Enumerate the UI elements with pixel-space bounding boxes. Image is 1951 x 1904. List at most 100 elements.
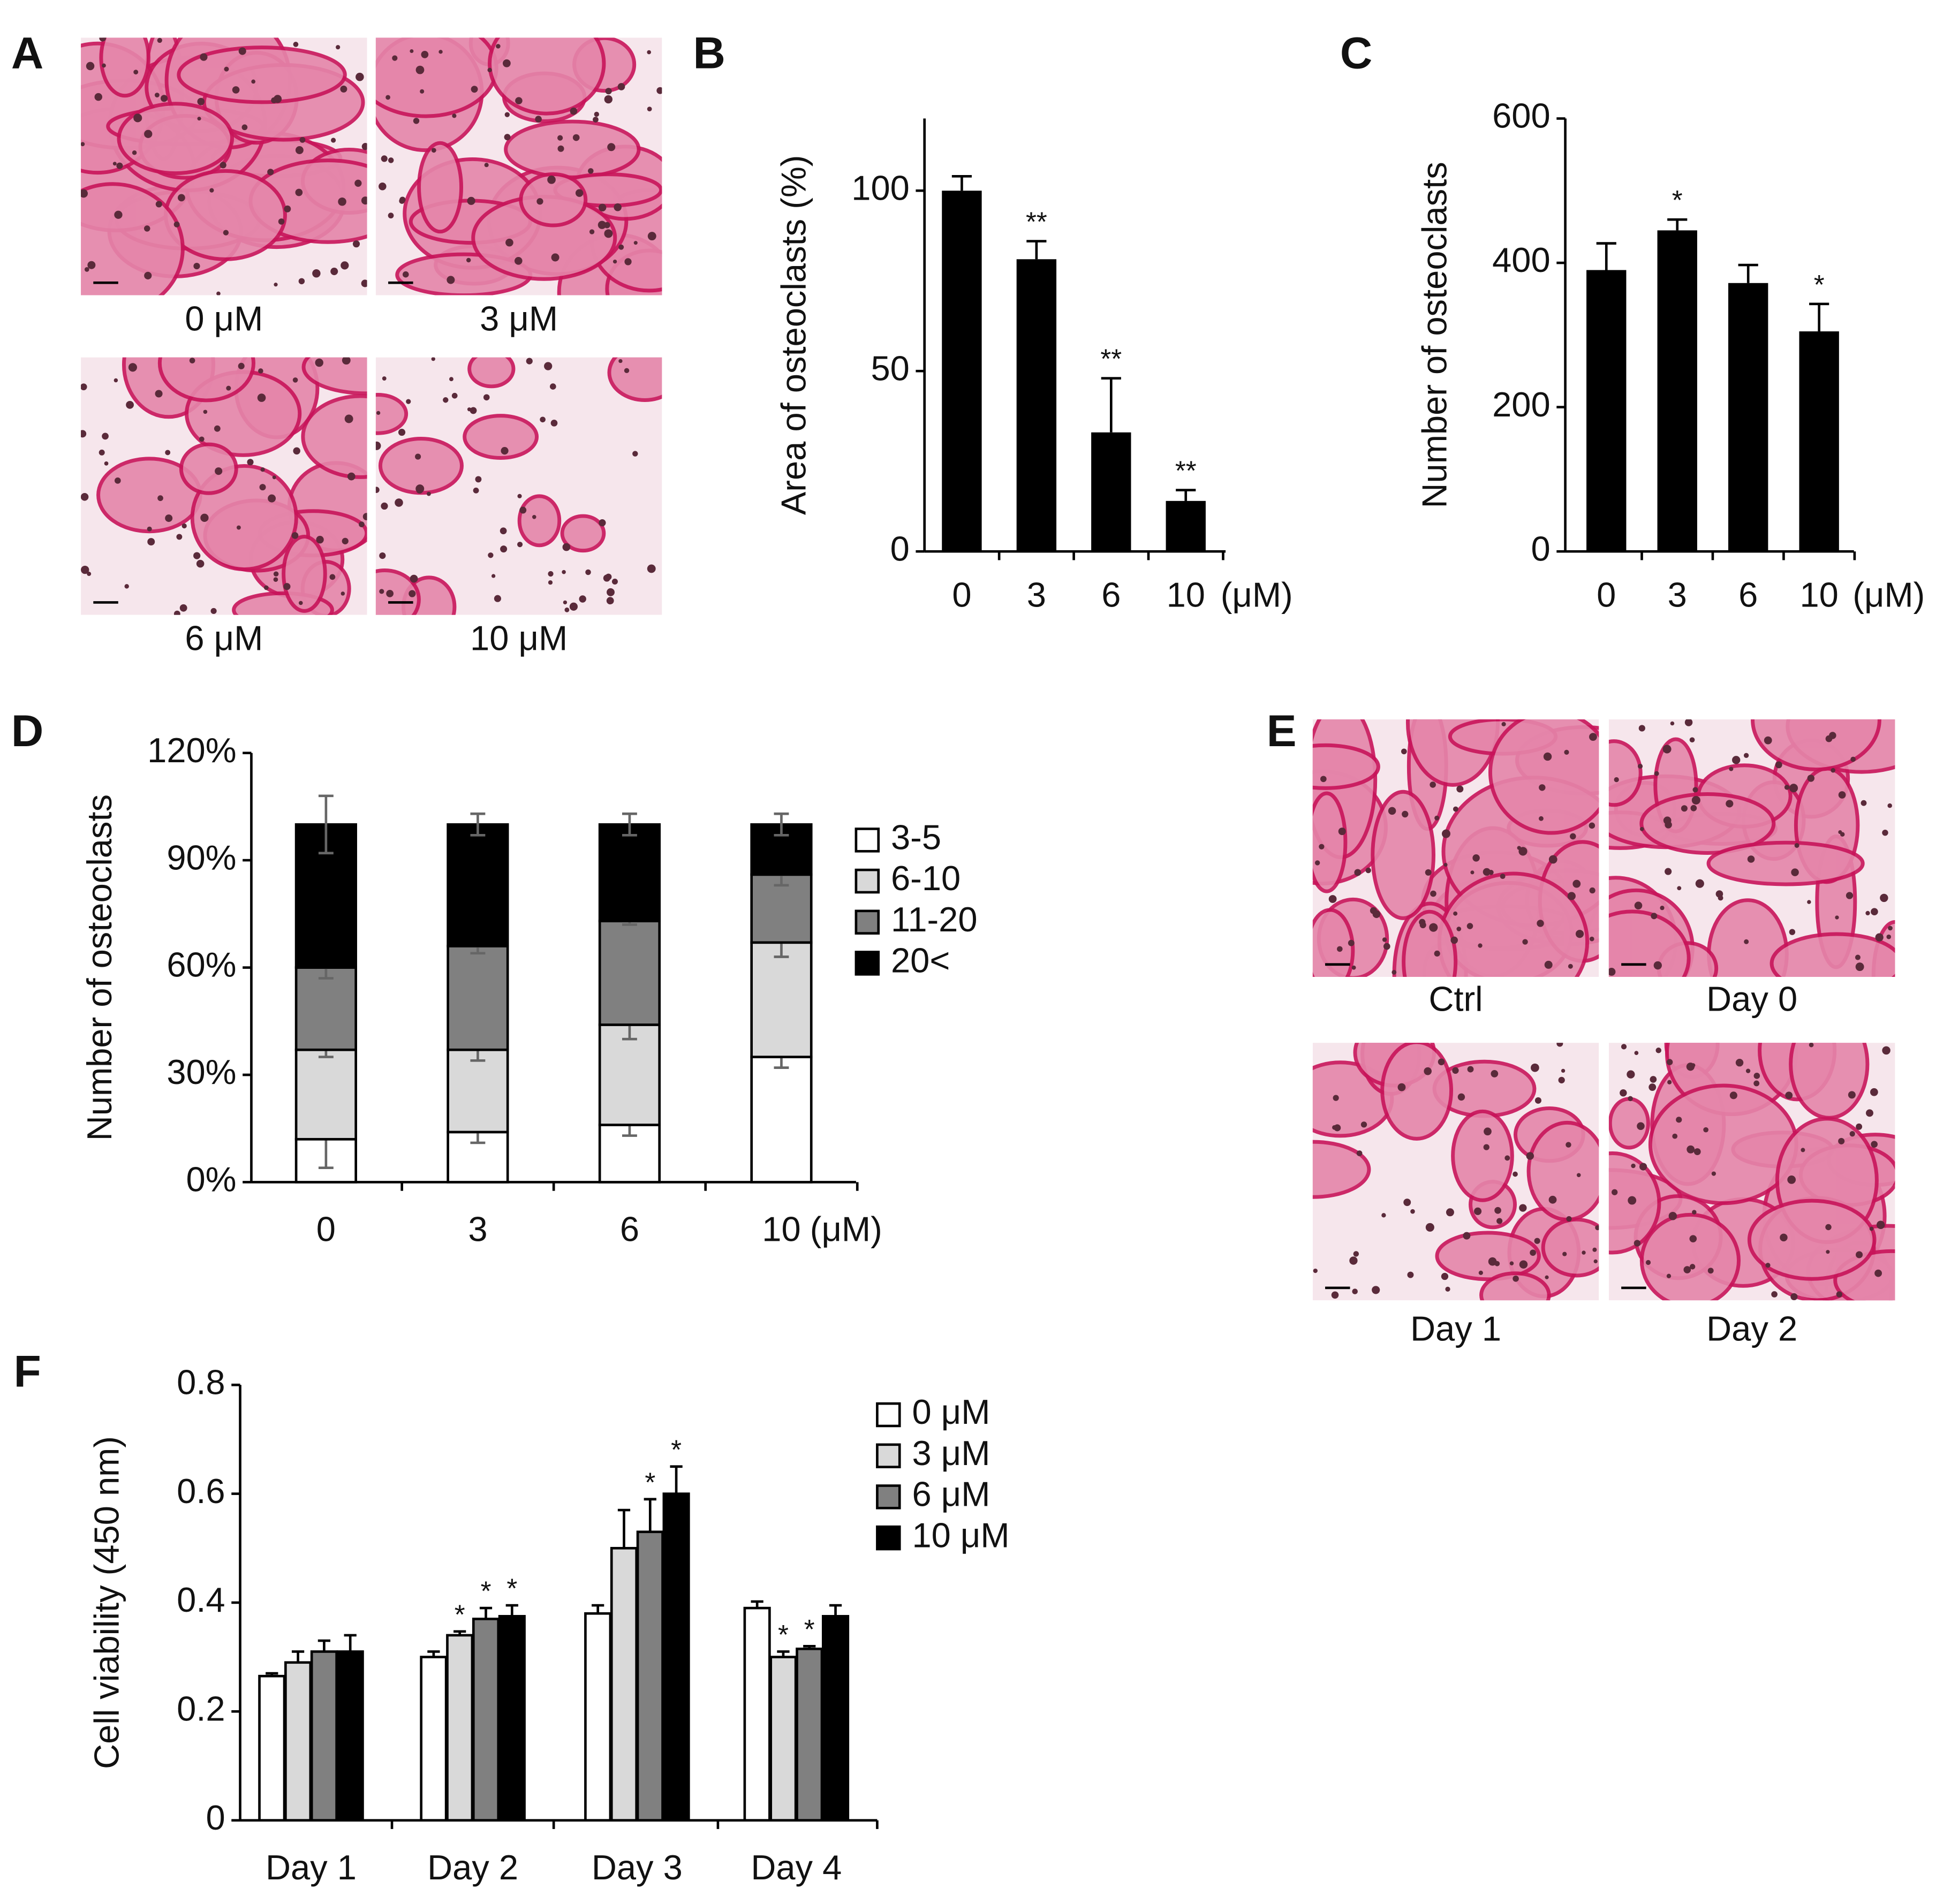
nucleus <box>87 572 92 576</box>
nucleus <box>1627 1070 1635 1079</box>
nucleus <box>344 414 353 423</box>
nucleus <box>196 559 205 568</box>
nucleus <box>399 198 405 204</box>
x-tick-label: 6 <box>1101 575 1121 614</box>
nucleus <box>203 409 208 414</box>
significance: * <box>1672 185 1683 215</box>
cell <box>1639 1212 1741 1301</box>
nucleus <box>143 225 150 232</box>
nucleus <box>1861 800 1867 806</box>
nucleus <box>116 162 123 169</box>
nucleus <box>1690 805 1697 811</box>
nucleus <box>272 475 276 480</box>
nucleus <box>315 358 323 367</box>
nucleus <box>298 601 303 605</box>
cell <box>1402 909 1458 977</box>
bar <box>284 1661 312 1822</box>
nucleus <box>273 571 279 577</box>
x-tick-label: 10 <box>1799 575 1838 614</box>
y-tick-label: 60% <box>167 945 236 984</box>
nucleus <box>165 450 171 456</box>
nucleus <box>1753 1080 1760 1087</box>
nucleus <box>431 148 436 153</box>
x-tick-label: 6 <box>1738 575 1758 614</box>
micrograph <box>375 37 662 295</box>
nucleus <box>1441 1272 1449 1280</box>
bar-segment <box>447 823 509 947</box>
bar <box>258 1674 286 1822</box>
nucleus <box>1566 1216 1572 1222</box>
nucleus <box>1457 1093 1465 1101</box>
cell <box>1541 1217 1599 1278</box>
nucleus <box>1564 749 1569 755</box>
cell <box>607 357 662 402</box>
nucleus <box>81 383 87 391</box>
cell <box>1526 1120 1599 1222</box>
nucleus <box>1681 805 1688 812</box>
nucleus <box>1745 1068 1751 1073</box>
x-tick-label: Day 2 <box>427 1848 518 1887</box>
nucleus <box>1483 1144 1489 1150</box>
nucleus <box>165 514 173 522</box>
nucleus <box>1410 1209 1415 1214</box>
caption: 3 μM <box>480 299 558 338</box>
nucleus <box>572 134 580 141</box>
x-tick-label: Day 3 <box>592 1848 683 1887</box>
bar <box>1799 331 1839 552</box>
nucleus <box>618 244 624 250</box>
bar <box>336 1650 364 1822</box>
nucleus <box>551 253 559 262</box>
bar <box>769 1656 797 1822</box>
cell <box>1706 840 1865 886</box>
nucleus <box>1576 1173 1581 1178</box>
nucleus <box>1838 830 1842 835</box>
nucleus <box>341 591 345 596</box>
legend-swatch <box>876 1525 901 1551</box>
nucleus <box>1848 1091 1856 1099</box>
cell <box>1608 739 1643 807</box>
nucleus <box>1869 1226 1874 1231</box>
nucleus <box>473 487 479 494</box>
nucleus <box>449 377 453 382</box>
nucleus <box>1787 1175 1796 1184</box>
nucleus <box>1801 1148 1805 1152</box>
nucleus <box>1655 1048 1661 1053</box>
nucleus <box>517 494 522 498</box>
nucleus <box>1401 748 1407 755</box>
y-tick-label: 0.4 <box>177 1580 225 1619</box>
nucleus <box>1670 721 1675 726</box>
nucleus <box>431 357 435 361</box>
nucleus <box>197 97 205 105</box>
cell <box>1488 719 1599 835</box>
nucleus <box>1764 736 1772 745</box>
x-tick-label: 10 <box>762 1210 800 1249</box>
legend-swatch <box>854 868 880 894</box>
nucleus <box>1522 939 1528 945</box>
nucleus <box>1732 756 1741 764</box>
significance: * <box>506 1573 517 1604</box>
nucleus <box>214 425 221 432</box>
nucleus <box>81 430 87 438</box>
nucleus <box>257 393 266 402</box>
x-tick-label: 3 <box>468 1210 487 1249</box>
nucleus <box>1876 1220 1885 1230</box>
nucleus <box>392 55 398 61</box>
nucleus <box>312 269 321 278</box>
nucleus <box>87 261 96 269</box>
bar <box>498 1615 526 1822</box>
nucleus <box>193 262 200 270</box>
nucleus <box>1351 965 1356 970</box>
nucleus <box>1807 775 1815 782</box>
micrograph <box>1608 719 1895 977</box>
nucleus <box>179 604 187 612</box>
nucleus <box>395 498 403 507</box>
cell <box>1479 1271 1551 1301</box>
nucleus <box>1691 795 1700 805</box>
nucleus <box>354 179 362 187</box>
nucleus <box>1430 890 1436 897</box>
nucleus <box>656 87 662 94</box>
nucleus <box>81 189 88 198</box>
nucleus <box>562 570 566 574</box>
nucleus <box>99 449 105 456</box>
panel-label: E <box>1267 706 1297 756</box>
